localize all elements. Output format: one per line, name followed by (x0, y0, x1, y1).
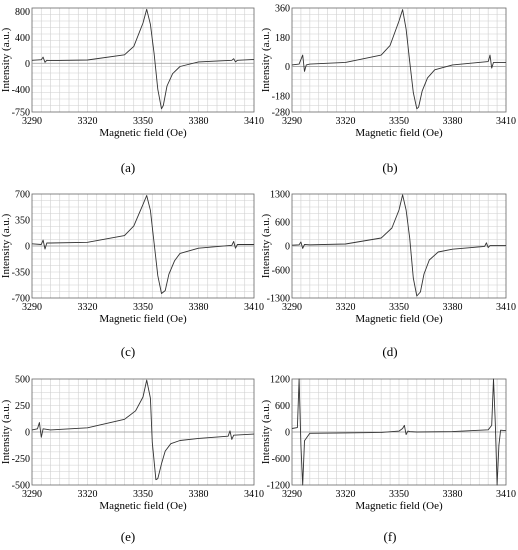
x-tick-label: 3350 (389, 116, 409, 127)
y-tick-label: -700 (12, 294, 30, 305)
x-tick-label: 3350 (133, 302, 153, 313)
plot-frame (291, 7, 507, 113)
y-tick-label: -500 (12, 481, 30, 492)
panel-label: (c) (121, 344, 135, 359)
y-tick-label: 0 (25, 242, 30, 253)
x-axis-title: Magnetic field (Oe) (99, 313, 187, 325)
x-tick-label: 3380 (443, 116, 463, 127)
y-axis-title: Intensity (a.u.) (260, 213, 272, 278)
y-tick-label: 0 (25, 59, 30, 70)
spectrum-line (291, 378, 507, 486)
y-axis-title: Intensity (a.u.) (260, 27, 272, 92)
panel-label: (d) (382, 344, 397, 359)
x-tick-label: 3380 (189, 302, 209, 313)
x-tick-label: 3350 (133, 489, 153, 500)
y-tick-label: -1300 (267, 294, 290, 305)
x-tick-label: 3350 (389, 302, 409, 313)
x-tick-label: 3290 (282, 489, 302, 500)
y-tick-label: 600 (275, 401, 290, 412)
x-tick-label: 3290 (282, 302, 302, 313)
y-tick-label: -280 (272, 108, 290, 119)
x-tick-label: 3410 (496, 116, 516, 127)
x-tick-label: 3380 (443, 302, 463, 313)
y-tick-label: 700 (15, 190, 30, 201)
y-tick-label: -400 (12, 85, 30, 96)
y-tick-label: 0 (285, 428, 290, 439)
y-tick-label: 360 (275, 4, 290, 15)
y-tick-label: -1200 (267, 481, 290, 492)
y-tick-label: 350 (15, 216, 30, 227)
y-tick-label: -600 (272, 266, 290, 277)
x-tick-label: 3410 (244, 489, 264, 500)
y-tick-label: 800 (15, 7, 30, 18)
y-tick-label: 1200 (270, 375, 290, 386)
y-tick-label: 180 (275, 33, 290, 44)
spectrum-line (291, 9, 506, 110)
x-tick-label: 3410 (244, 302, 264, 313)
x-tick-label: 3320 (78, 116, 98, 127)
y-axis-title: Intensity (a.u.) (260, 399, 272, 464)
spectrum-line (291, 194, 506, 297)
x-axis-title: Magnetic field (Oe) (99, 500, 187, 512)
x-tick-label: 3320 (336, 302, 356, 313)
panel-label: (f) (384, 529, 397, 544)
panel-label: (a) (121, 160, 135, 175)
x-tick-label: 3380 (443, 489, 463, 500)
y-tick-label: 1300 (270, 190, 290, 201)
x-axis-title: Magnetic field (Oe) (355, 313, 443, 325)
spectrum-line (31, 8, 255, 110)
y-tick-label: 0 (25, 428, 30, 439)
x-axis-title: Magnetic field (Oe) (355, 500, 443, 512)
x-axis-title: Magnetic field (Oe) (99, 127, 187, 139)
x-tick-label: 3320 (336, 116, 356, 127)
y-tick-label: 0 (285, 242, 290, 253)
y-tick-label: -180 (272, 91, 290, 102)
panel-label: (e) (121, 529, 135, 544)
x-tick-label: 3320 (78, 489, 98, 500)
y-axis-title: Intensity (a.u.) (0, 27, 12, 92)
y-tick-label: 400 (15, 33, 30, 44)
y-tick-label: -350 (12, 268, 30, 279)
x-tick-label: 3380 (189, 489, 209, 500)
x-tick-label: 3290 (282, 116, 302, 127)
y-tick-label: 250 (15, 401, 30, 412)
x-tick-label: 3320 (336, 489, 356, 500)
y-tick-label: -750 (12, 108, 30, 119)
x-axis-title: Magnetic field (Oe) (355, 127, 443, 139)
x-tick-label: 3350 (133, 116, 153, 127)
x-tick-label: 3290 (22, 489, 42, 500)
x-tick-label: 3410 (496, 489, 516, 500)
y-axis-title: Intensity (a.u.) (0, 213, 12, 278)
x-tick-label: 3320 (78, 302, 98, 313)
spectrum-line (31, 195, 254, 294)
y-tick-label: 0 (285, 62, 290, 73)
x-tick-label: 3290 (22, 116, 42, 127)
x-tick-label: 3350 (389, 489, 409, 500)
y-axis-title: Intensity (a.u.) (0, 399, 12, 464)
x-tick-label: 3410 (496, 302, 516, 313)
y-tick-label: 500 (15, 375, 30, 386)
y-tick-label: -600 (272, 454, 290, 465)
panel-label: (b) (382, 160, 397, 175)
x-tick-label: 3410 (244, 116, 264, 127)
y-tick-label: -250 (12, 454, 30, 465)
spectrum-line (31, 379, 255, 481)
x-tick-label: 3290 (22, 302, 42, 313)
y-tick-label: 600 (275, 218, 290, 229)
x-tick-label: 3380 (189, 116, 209, 127)
